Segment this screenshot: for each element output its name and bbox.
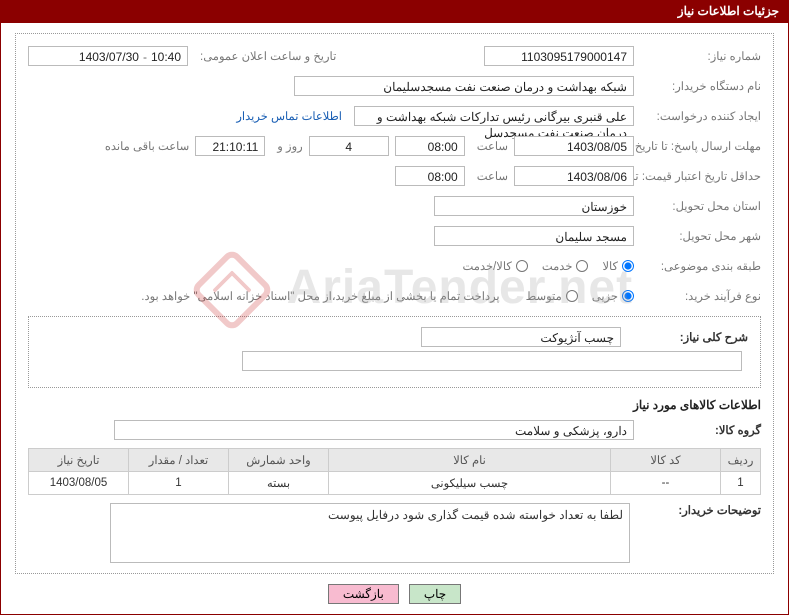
province-label: استان محل تحویل: [646, 199, 761, 213]
radio-kalakhadamat-label: کالا/خدمت [463, 259, 512, 273]
announce-datetime-field: 1403/07/30-10:40 [28, 46, 188, 66]
payment-note: پرداخت تمام یا بخشی از مبلغ خرید،از محل … [141, 289, 499, 303]
province-field: خوزستان [434, 196, 634, 216]
city-label: شهر محل تحویل: [646, 229, 761, 243]
remain-label: ساعت باقی مانده [105, 139, 189, 153]
remain-days-field: 4 [309, 136, 389, 156]
main-fieldset: AriaTender.net شماره نیاز: 1103095179000… [15, 33, 774, 574]
desc-short-field: چسب آنژیوکت [421, 327, 621, 347]
requester-label: ایجاد کننده درخواست: [646, 109, 761, 123]
radio-jozee-label: جزیی [592, 289, 618, 303]
desc-section: شرح کلی نیاز: چسب آنژیوکت [28, 316, 761, 388]
table-row: 1 -- چسب سیلیکونی بسته 1 1403/08/05 [29, 472, 761, 495]
remain-time-field: 21:10:11 [195, 136, 265, 156]
validity-time-field: 08:00 [395, 166, 465, 186]
panel-title: جزئیات اطلاعات نیاز [678, 4, 779, 18]
group-field: دارو، پزشکی و سلامت [114, 420, 634, 440]
items-table: ردیف کد کالا نام کالا واحد شمارش تعداد /… [28, 448, 761, 495]
cell-need-date: 1403/08/05 [29, 472, 129, 495]
deadline-date-field: 1403/08/05 [514, 136, 634, 156]
deadline-time-word: ساعت [477, 139, 508, 153]
panel-header: جزئیات اطلاعات نیاز [0, 0, 789, 22]
cell-unit: بسته [229, 472, 329, 495]
th-unit: واحد شمارش [229, 449, 329, 472]
buyer-contact-link[interactable]: اطلاعات تماس خریدار [236, 109, 342, 123]
process-label: نوع فرآیند خرید: [646, 289, 761, 303]
deadline-label: مهلت ارسال پاسخ: تا تاریخ: [646, 139, 761, 153]
radio-motavaset[interactable] [566, 290, 578, 302]
validity-label: حداقل تاریخ اعتبار قیمت: تا تاریخ: [646, 169, 761, 183]
goods-info-title: اطلاعات کالاهای مورد نیاز [28, 398, 761, 412]
buyer-notes-field: لطفا به تعداد خواسته شده قیمت گذاری شود … [110, 503, 630, 563]
need-number-field: 1103095179000147 [484, 46, 634, 66]
radio-khadamat-label: خدمت [542, 259, 573, 273]
th-row: ردیف [721, 449, 761, 472]
desc-label: شرح کلی نیاز: [633, 330, 748, 344]
announce-label: تاریخ و ساعت اعلان عمومی: [200, 49, 336, 63]
radio-motavaset-label: متوسط [526, 289, 562, 303]
cell-row: 1 [721, 472, 761, 495]
footer-buttons: چاپ بازگشت [15, 584, 774, 604]
back-button[interactable]: بازگشت [328, 584, 399, 604]
need-number-label: شماره نیاز: [646, 49, 761, 63]
cell-qty: 1 [129, 472, 229, 495]
radio-khadamat[interactable] [576, 260, 588, 272]
cell-code: -- [611, 472, 721, 495]
deadline-time-field: 08:00 [395, 136, 465, 156]
th-need-date: تاریخ نیاز [29, 449, 129, 472]
cell-name: چسب سیلیکونی [329, 472, 611, 495]
print-button[interactable]: چاپ [409, 584, 461, 604]
validity-time-word: ساعت [477, 169, 508, 183]
category-label: طبقه بندی موضوعی: [646, 259, 761, 273]
process-radio-group: جزیی متوسط [526, 289, 634, 303]
validity-date-field: 1403/08/06 [514, 166, 634, 186]
radio-kalakhadamat[interactable] [516, 260, 528, 272]
th-code: کد کالا [611, 449, 721, 472]
radio-jozee[interactable] [622, 290, 634, 302]
buyer-device-label: نام دستگاه خریدار: [646, 79, 761, 93]
panel-body: AriaTender.net شماره نیاز: 1103095179000… [0, 22, 789, 615]
th-name: نام کالا [329, 449, 611, 472]
group-label: گروه کالا: [646, 423, 761, 437]
radio-kala[interactable] [622, 260, 634, 272]
buyer-notes-label: توضیحات خریدار: [646, 503, 761, 517]
th-qty: تعداد / مقدار [129, 449, 229, 472]
city-field: مسجد سلیمان [434, 226, 634, 246]
category-radio-group: کالا خدمت کالا/خدمت [463, 259, 635, 273]
desc-long-field [242, 351, 742, 371]
radio-kala-label: کالا [602, 259, 618, 273]
requester-field: علی قنبری بیرگانی رئیس تدارکات شبکه بهدا… [354, 106, 634, 126]
buyer-device-field: شبکه بهداشت و درمان صنعت نفت مسجدسلیمان [294, 76, 634, 96]
days-and-word: روز و [277, 139, 302, 153]
